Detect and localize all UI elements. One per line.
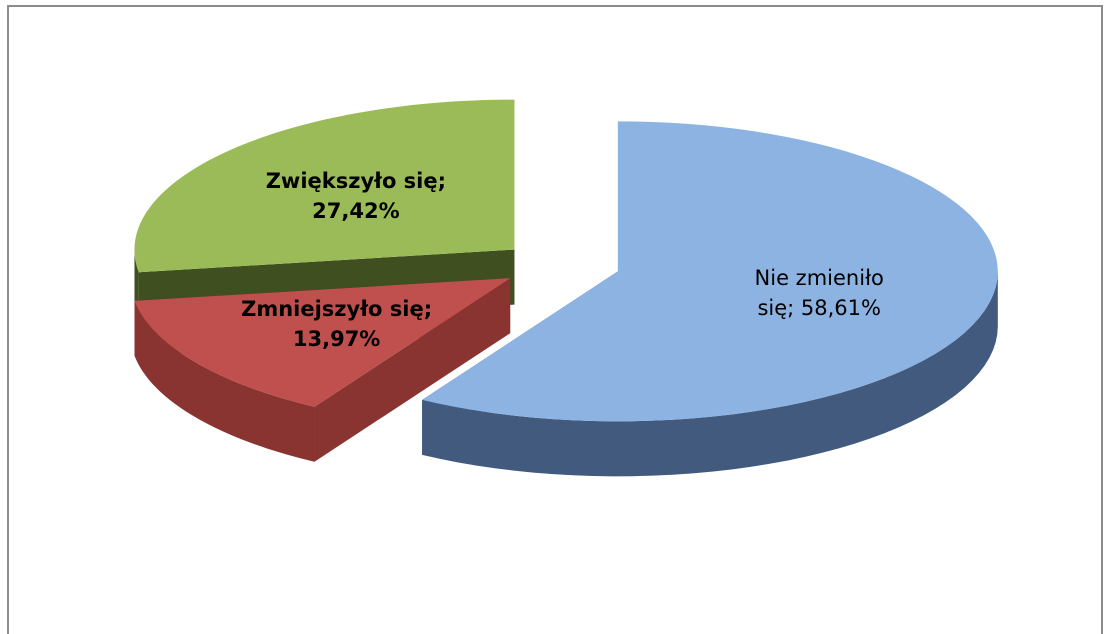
slice — [134, 278, 511, 407]
data-label: Nie zmieniło się; 58,61% — [754, 266, 884, 321]
slice — [422, 121, 998, 422]
data-label: Zwiększyło się; 27,42% — [265, 168, 447, 223]
slice-side — [422, 271, 998, 477]
slice — [134, 99, 515, 273]
slice-side — [134, 300, 315, 462]
data-label: Zmniejszyło się; 13,97% — [241, 297, 433, 352]
